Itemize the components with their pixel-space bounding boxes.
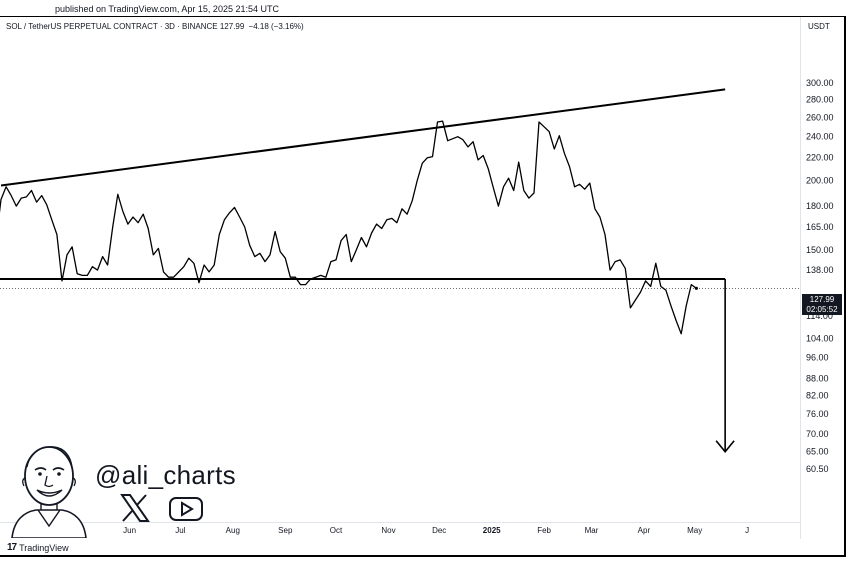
top-bar: published on TradingView.com, Apr 15, 20…	[0, 0, 849, 16]
symbol-legend: SOL / TetherUS PERPETUAL CONTRACT · 3D ·…	[6, 22, 304, 31]
tradingview-wordmark: TradingView	[19, 542, 69, 553]
y-tick-label: 70.00	[806, 429, 829, 439]
x-tick-label: Jun	[123, 526, 136, 535]
y-tick-label: 220.00	[806, 153, 834, 163]
y-tick-label: 88.00	[806, 374, 829, 384]
y-tick-label: 138.00	[806, 265, 834, 275]
tradingview-logo-icon: 17	[7, 542, 17, 553]
x-tick-label: Oct	[330, 526, 343, 535]
last-price-value: 127.99	[809, 295, 835, 304]
youtube-icon[interactable]	[168, 496, 204, 522]
y-tick-label: 104.00	[806, 333, 834, 343]
y-tick-label: 240.00	[806, 132, 834, 142]
y-tick-label: 180.00	[806, 201, 834, 211]
y-tick-label: 82.00	[806, 391, 829, 401]
x-tick-label: Aug	[226, 526, 240, 535]
x-tick-label: 2025	[483, 526, 501, 535]
last-price-label: 127.99 02:05:52	[802, 294, 842, 315]
avatar-caricature	[11, 446, 87, 538]
symbol-name[interactable]: SOL / TetherUS PERPETUAL CONTRACT · 3D ·…	[6, 22, 218, 31]
tradingview-logo[interactable]: 17 TradingView	[7, 542, 69, 553]
y-tick-label: 200.00	[806, 176, 834, 186]
price-line	[0, 120, 697, 335]
target-arrow	[715, 279, 735, 454]
price-axis[interactable]: 300.00 280.00 260.00 240.00 220.00 200.00 180.…	[806, 78, 834, 474]
y-tick-label: 280.00	[806, 95, 834, 105]
series-layer	[0, 120, 698, 335]
last-point	[694, 286, 698, 290]
x-tick-label: Jul	[175, 526, 185, 535]
y-tick-label: 114.00	[806, 311, 833, 321]
x-tick-label: Apr	[638, 526, 651, 535]
arrow-head	[715, 440, 735, 454]
x-tick-label: J	[745, 526, 749, 535]
y-tick-label: 260.00	[806, 112, 834, 122]
y-tick-label: 60.50	[806, 464, 829, 474]
currency-label: USDT	[808, 22, 830, 31]
trendline	[0, 88, 726, 187]
published-note: published on TradingView.com, Apr 15, 20…	[55, 4, 279, 14]
y-tick-label: 150.00	[806, 245, 834, 255]
time-axis[interactable]: AprMayJunJulAugSepOctNovDec2025FebMarApr…	[20, 526, 749, 535]
x-tick-label: Feb	[537, 526, 551, 535]
y-tick-label: 96.00	[806, 353, 829, 363]
x-tick-label: May	[687, 526, 702, 535]
last-value: 127.99	[219, 22, 245, 31]
trendlines	[0, 88, 800, 289]
price-change: −4.18 (−3.16%)	[248, 22, 304, 31]
price-axis-divider	[800, 17, 801, 539]
y-tick-label: 76.00	[806, 409, 829, 419]
y-tick-label: 300.00	[806, 78, 834, 88]
time-axis-divider	[0, 522, 800, 523]
y-tick-label: 165.00	[806, 222, 834, 232]
x-tick-label: Mar	[585, 526, 599, 535]
x-tick-label: Nov	[381, 526, 395, 535]
author-handle: @ali_charts	[95, 460, 236, 490]
chart-frame	[0, 16, 846, 557]
y-tick-label: 65.00	[806, 447, 829, 457]
x-tick-label: Sep	[278, 526, 293, 535]
x-logo-icon[interactable]	[120, 494, 150, 522]
x-tick-label: Dec	[432, 526, 446, 535]
bar-countdown: 02:05:52	[806, 305, 838, 314]
